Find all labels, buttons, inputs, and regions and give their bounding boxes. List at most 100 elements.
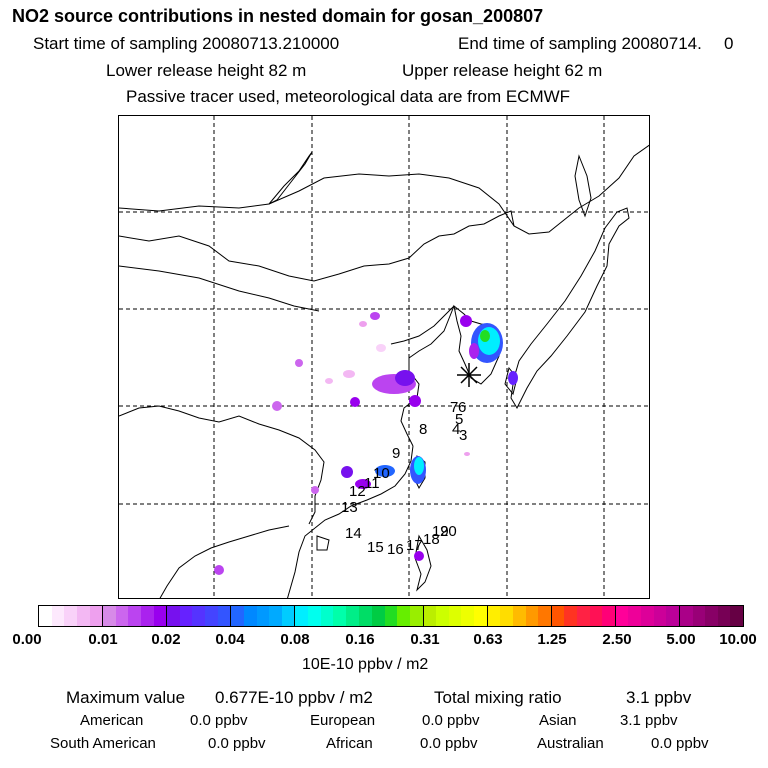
total-mixing-value: 3.1 ppbv: [626, 688, 692, 707]
plume-north-1: [370, 312, 380, 320]
china-east-coast: [314, 445, 414, 529]
colorbar-segment: [679, 606, 744, 626]
plume-fujian: [375, 465, 395, 477]
colorbar-tick: 10.00: [719, 631, 757, 648]
colorbar-cell: [641, 606, 654, 626]
colorbar-cell: [538, 606, 551, 626]
plume-north-2: [359, 321, 367, 327]
african-value: 0.0 ppbv: [420, 735, 478, 752]
colorbar-segment: [167, 606, 232, 626]
colorbar-cell: [551, 606, 565, 626]
luzon-island: [414, 534, 432, 592]
plume-korea-spot: [460, 315, 472, 327]
colorbar-cell: [602, 606, 615, 626]
colorbar-tick: 0.04: [215, 631, 245, 648]
colorbar-cell: [243, 606, 257, 626]
colorbar-cell: [281, 606, 295, 626]
trajectory-label: 17: [406, 537, 423, 554]
hainan-island: [316, 535, 330, 551]
colorbar-cell: [384, 606, 398, 626]
colorbar-cell: [39, 606, 52, 626]
russia-border-north: [119, 144, 649, 235]
trajectory-label: 14: [345, 525, 362, 542]
colorbar-cell: [615, 606, 629, 626]
colorbar-segment: [487, 606, 552, 626]
trajectory-label: 12: [349, 483, 366, 500]
trajectory-label: 9: [392, 445, 400, 462]
colorbar-cell: [423, 606, 437, 626]
colorbar-cell: [666, 606, 679, 626]
plume-sea-1: [464, 452, 470, 456]
plume-luzon: [414, 551, 424, 561]
colorbar-cell: [51, 606, 65, 626]
colorbar-tick: 0.00: [12, 631, 42, 648]
colorbar-tick: 5.00: [666, 631, 696, 648]
trajectory-label: 16: [387, 541, 404, 558]
graticule: [119, 116, 649, 598]
colorbar-cell: [76, 606, 90, 626]
colorbar-cell: [628, 606, 642, 626]
colorbar-cell: [333, 606, 346, 626]
trajectory-label: 10: [373, 465, 390, 482]
bohai-coast: [390, 305, 455, 447]
tracer-note: Passive tracer used, meteorological data…: [126, 87, 571, 106]
trajectory-label: 19: [432, 523, 449, 540]
colorbar-cell: [231, 606, 244, 626]
european-value: 0.0 ppbv: [422, 712, 480, 729]
colorbar-tick: 2.50: [602, 631, 632, 648]
max-value: 0.677E-10 ppbv / m2: [215, 688, 373, 707]
plume-inland-2: [272, 401, 282, 411]
colorbar-tick: 0.01: [88, 631, 118, 648]
asterisk-stroke: [460, 366, 478, 384]
colorbar-cell: [295, 606, 308, 626]
trajectory-label: 4: [452, 421, 460, 438]
plume-guangdong-2: [355, 479, 371, 489]
sea-china-border: [119, 405, 325, 525]
japan-honshu: [510, 207, 630, 410]
total-mixing-label: Total mixing ratio: [434, 688, 562, 707]
colorbar-cell: [436, 606, 449, 626]
lower-release-height: Lower release height 82 m: [106, 61, 307, 80]
sakhalin: [574, 154, 592, 218]
colorbar-cell: [217, 606, 231, 626]
colorbar-cell: [461, 606, 475, 626]
plume-faint-2: [376, 344, 386, 352]
trajectory-labels: 7 6 5 4 3 8 9 10 11 12 13 14 15 16 17 18…: [341, 399, 467, 558]
colorbar-cell: [320, 606, 334, 626]
asian-label: Asian: [539, 712, 577, 729]
plume-jiangsu: [409, 395, 421, 407]
colorbar-segment: [615, 606, 680, 626]
south-american-label: South American: [50, 735, 156, 752]
colorbar-cell: [372, 606, 385, 626]
colorbar-cell: [269, 606, 282, 626]
australian-label: Australian: [537, 735, 604, 752]
plume-guangxi: [311, 486, 319, 494]
colorbar-cell: [705, 606, 718, 626]
plume-korea-core: [480, 330, 490, 342]
colorbar-tick: 0.02: [151, 631, 181, 648]
max-value-label: Maximum value: [66, 688, 186, 707]
baikal-lake: [268, 151, 313, 205]
colorbar-cell: [512, 606, 526, 626]
colorbar-cell: [308, 606, 321, 626]
colorbar-cell: [397, 606, 410, 626]
asterisk-station-icon: [457, 363, 481, 387]
indochina-border: [159, 525, 290, 598]
colorbar-cell: [359, 606, 373, 626]
colorbar-tick: 0.31: [410, 631, 440, 648]
colorbar-cell: [409, 606, 423, 626]
plume-japan-kyushu: [508, 371, 518, 385]
plume-taiwan-core: [414, 457, 424, 475]
china-inner-border: [119, 265, 320, 312]
colorbar-cell: [128, 606, 141, 626]
colorbar-segment: [103, 606, 168, 626]
colorbar-cell: [564, 606, 577, 626]
colorbar-segment: [231, 606, 296, 626]
colorbar-cell: [89, 606, 103, 626]
start-time-label: Start time of sampling 20080713.210000: [33, 34, 340, 53]
colorbar-cell: [256, 606, 270, 626]
colorbar-cell: [487, 606, 501, 626]
colorbar-tick: 0.08: [280, 631, 310, 648]
colorbar-cell: [205, 606, 218, 626]
plume-korea-mid: [478, 327, 500, 355]
